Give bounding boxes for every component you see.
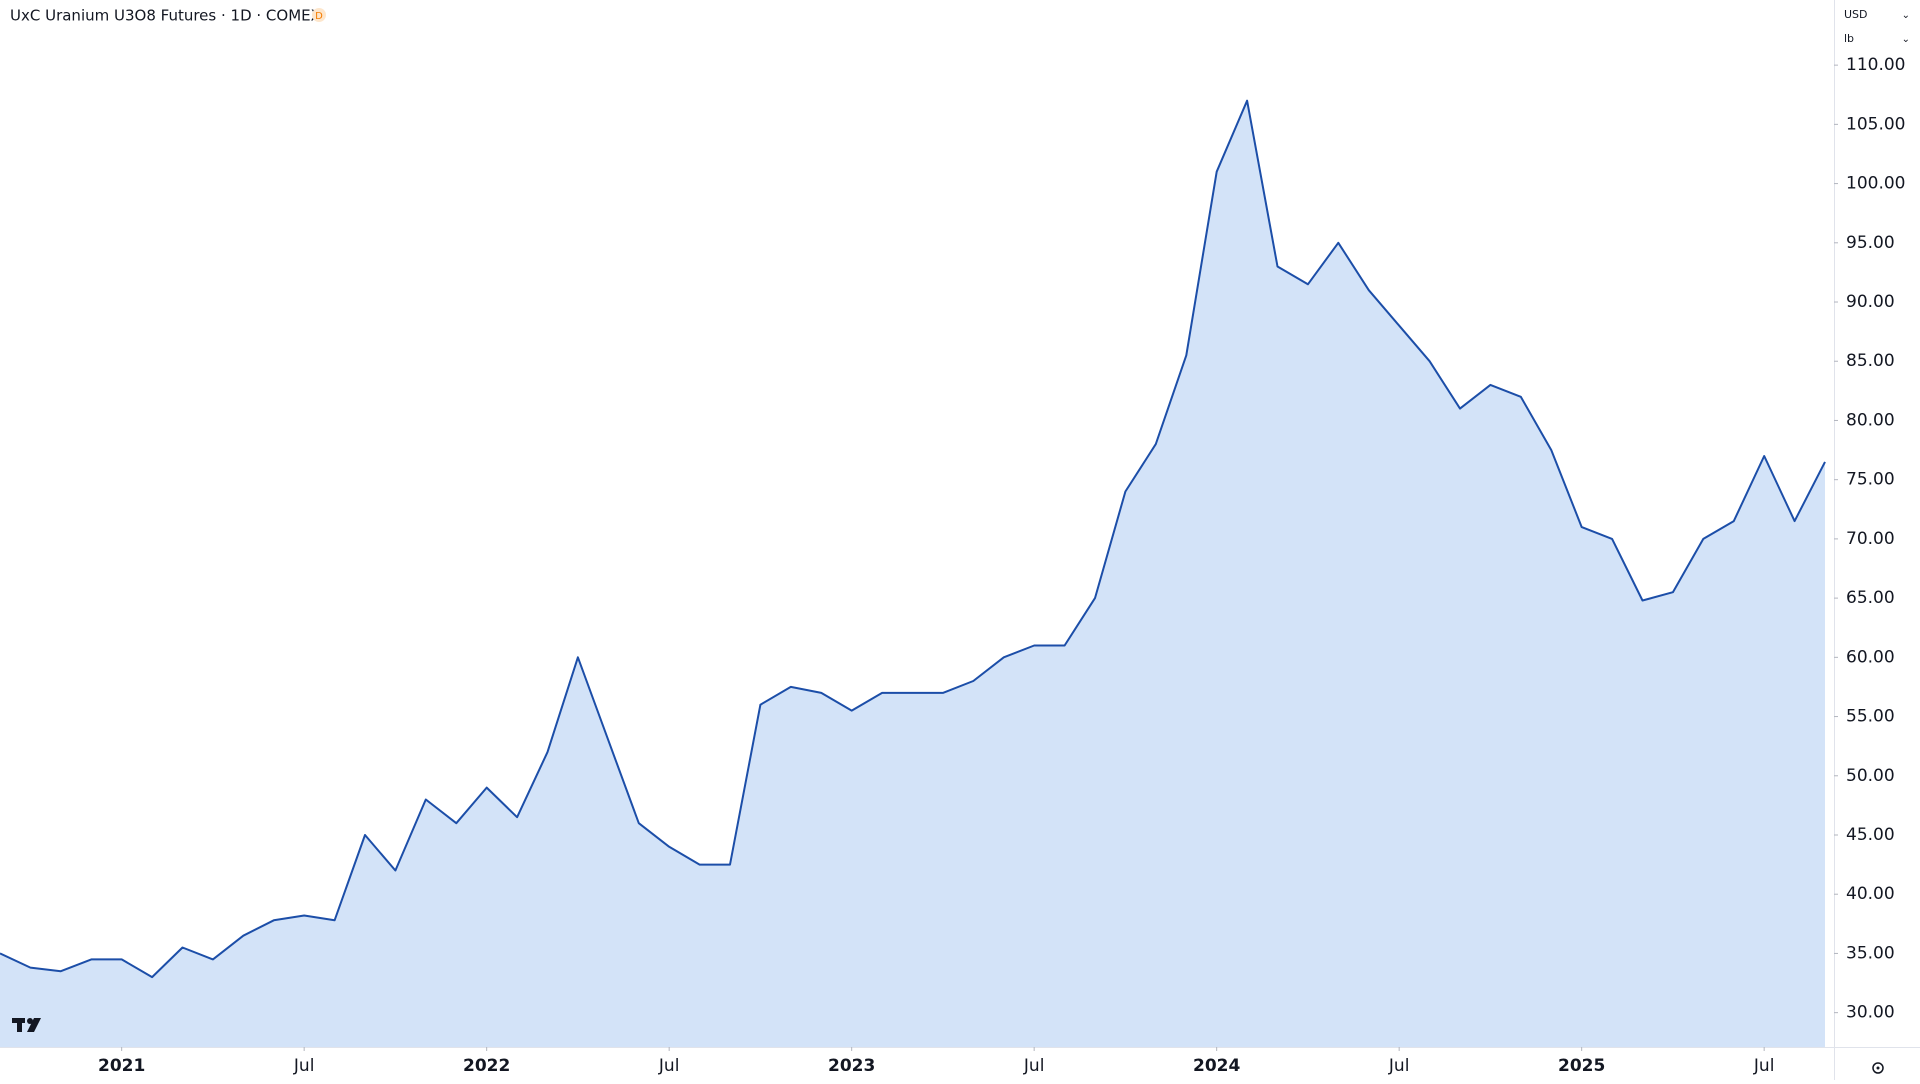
logo xyxy=(12,1018,41,1032)
x-tick-label: Jul xyxy=(1753,1056,1775,1076)
x-tick-label: Jul xyxy=(1388,1056,1410,1076)
price-line xyxy=(0,99,1826,979)
area-fill xyxy=(0,100,1825,1047)
y-tick-label: 105.00 xyxy=(1846,114,1905,134)
plot xyxy=(0,99,1826,1047)
y-tick-label: 35.00 xyxy=(1846,943,1895,963)
y-tick-label: 55.00 xyxy=(1846,707,1895,727)
y-tick-label: 75.00 xyxy=(1846,470,1895,490)
x-tick-label: Jul xyxy=(658,1056,680,1076)
x-tick-label: Jul xyxy=(1023,1056,1045,1076)
x-tick-label: 2025 xyxy=(1558,1056,1605,1076)
y-tick-label: 30.00 xyxy=(1846,1003,1895,1023)
y-tick-label: 110.00 xyxy=(1846,55,1905,75)
y-tick-label: 70.00 xyxy=(1846,529,1895,549)
x-tick-label: 2023 xyxy=(828,1056,875,1076)
x-tick-label: 2024 xyxy=(1193,1056,1240,1076)
y-tick-label: 90.00 xyxy=(1846,292,1895,312)
y-tick-label: 65.00 xyxy=(1846,588,1895,608)
x-tick-label: 2022 xyxy=(463,1056,510,1076)
price-axis xyxy=(1834,0,1920,1080)
currency-select[interactable]: USD xyxy=(1844,8,1868,21)
unit-caret[interactable]: ⌄ xyxy=(1902,34,1910,45)
y-tick-label: 80.00 xyxy=(1846,410,1895,430)
y-tick-label: 40.00 xyxy=(1846,884,1895,904)
x-tick-label: Jul xyxy=(293,1056,315,1076)
y-tick-label: 100.00 xyxy=(1846,174,1905,194)
settings-dot xyxy=(1876,1066,1880,1070)
y-tick-label: 85.00 xyxy=(1846,351,1895,371)
y-tick-label: 50.00 xyxy=(1846,766,1895,786)
y-tick-label: 60.00 xyxy=(1846,647,1895,667)
y-tick-label: 95.00 xyxy=(1846,233,1895,253)
settings[interactable] xyxy=(1872,1062,1884,1074)
badge: D xyxy=(315,11,323,22)
y-tick-label: 45.00 xyxy=(1846,825,1895,845)
x-tick-label: 2021 xyxy=(98,1056,145,1076)
unit-select[interactable]: lb xyxy=(1844,32,1854,45)
badge-bg xyxy=(312,8,326,22)
currency-caret[interactable]: ⌄ xyxy=(1902,10,1910,21)
chart-title: UxC Uranium U3O8 Futures · 1D · COMEX xyxy=(10,7,321,25)
